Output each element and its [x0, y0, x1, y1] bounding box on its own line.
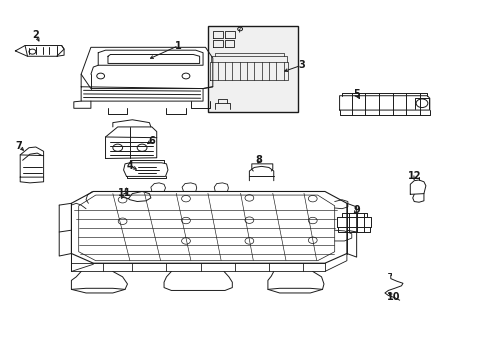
Text: 9: 9 — [352, 206, 359, 216]
Bar — [207, 26, 298, 112]
Text: 1: 1 — [175, 41, 182, 50]
Text: 12: 12 — [407, 171, 421, 181]
Text: 10: 10 — [386, 292, 399, 302]
Text: 7: 7 — [16, 141, 22, 151]
Text: 4: 4 — [126, 161, 133, 171]
Text: 11: 11 — [118, 188, 131, 198]
Text: 2: 2 — [32, 30, 39, 40]
Bar — [207, 26, 298, 112]
Text: 5: 5 — [352, 89, 359, 99]
Text: 6: 6 — [148, 136, 155, 145]
Text: 3: 3 — [298, 60, 305, 70]
Text: 8: 8 — [255, 155, 262, 165]
